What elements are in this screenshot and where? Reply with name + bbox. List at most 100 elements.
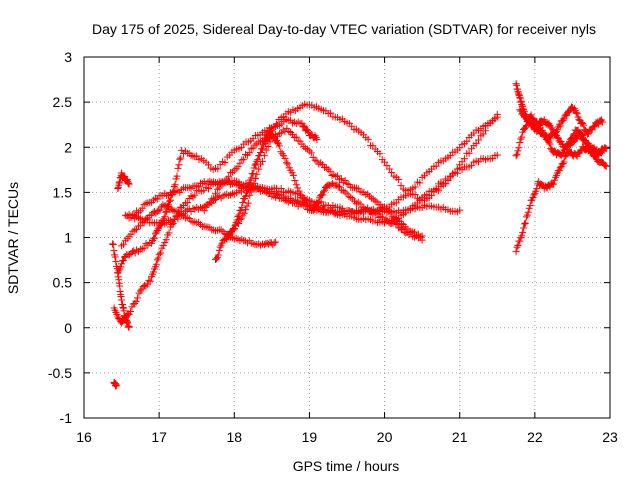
data-point <box>250 179 258 187</box>
data-point <box>131 249 139 257</box>
data-point <box>456 206 464 214</box>
data-point <box>287 128 295 136</box>
data-point <box>538 126 546 134</box>
data-point <box>266 138 274 146</box>
data-point <box>189 193 197 201</box>
x-tick-label: 21 <box>452 429 468 445</box>
data-point <box>212 255 220 263</box>
data-point <box>416 179 424 187</box>
data-point <box>195 183 203 191</box>
y-tick-label: 2.5 <box>53 94 73 110</box>
data-point <box>163 202 171 210</box>
data-point <box>223 190 231 198</box>
data-point <box>215 246 223 254</box>
x-tick-label: 19 <box>302 429 318 445</box>
data-point <box>126 307 134 315</box>
data-point <box>262 146 270 154</box>
data-point <box>264 143 272 151</box>
data-point <box>281 154 289 162</box>
y-tick-label: 1.5 <box>53 184 73 200</box>
data-point <box>290 134 298 142</box>
y-tick-label: 3 <box>64 49 72 65</box>
data-point <box>601 162 609 170</box>
data-point <box>602 162 610 170</box>
data-point <box>254 156 262 164</box>
data-point <box>587 146 595 154</box>
data-point <box>111 253 119 261</box>
data-point <box>364 135 372 143</box>
data-point <box>268 127 276 135</box>
data-point <box>240 155 248 163</box>
data-point <box>159 242 167 250</box>
data-point <box>282 159 290 167</box>
x-axis-title: GPS time / hours <box>293 458 400 474</box>
data-point <box>255 165 263 173</box>
data-point <box>155 250 163 258</box>
data-point <box>579 119 587 127</box>
data-point <box>150 268 158 276</box>
series-track-e <box>110 151 501 327</box>
data-point <box>602 144 610 152</box>
data-point <box>334 182 342 190</box>
data-point <box>310 205 318 213</box>
data-point <box>125 310 133 318</box>
data-point <box>125 180 133 188</box>
data-point <box>295 187 303 195</box>
y-tick-label: -0.5 <box>48 365 72 381</box>
data-point <box>518 232 526 240</box>
y-tick-label: -1 <box>60 410 73 426</box>
data-point <box>112 258 120 266</box>
data-point <box>576 128 584 136</box>
data-point <box>261 134 269 142</box>
data-point <box>138 204 146 212</box>
data-point <box>272 238 280 246</box>
data-point <box>292 181 300 189</box>
data-point <box>150 234 158 242</box>
data-point <box>465 149 473 157</box>
data-point <box>238 204 246 212</box>
data-point <box>125 323 133 331</box>
data-point <box>573 110 581 118</box>
data-point <box>153 195 161 203</box>
data-point <box>558 150 566 158</box>
data-point <box>277 185 285 193</box>
data-point <box>301 196 309 204</box>
y-tick-label: 1 <box>64 230 72 246</box>
data-point <box>153 256 161 264</box>
data-point <box>242 151 250 159</box>
data-point <box>136 222 144 230</box>
y-tick-label: 2 <box>64 139 72 155</box>
data-point <box>524 208 532 216</box>
data-point <box>173 172 181 180</box>
data-point <box>559 159 567 167</box>
data-point <box>550 180 558 188</box>
data-point <box>527 111 535 119</box>
data-point <box>352 184 360 192</box>
data-point <box>418 232 426 240</box>
data-point <box>200 207 208 215</box>
data-point <box>110 247 118 255</box>
data-point <box>119 240 127 248</box>
data-point <box>577 131 585 139</box>
data-point <box>242 206 250 214</box>
data-point <box>548 124 556 132</box>
data-point <box>343 180 351 188</box>
data-point <box>386 208 394 216</box>
data-point <box>140 244 148 252</box>
data-point <box>238 235 246 243</box>
data-point <box>411 183 419 191</box>
data-point <box>560 115 568 123</box>
data-point <box>155 206 163 214</box>
data-point <box>230 225 238 233</box>
data-point <box>239 211 247 219</box>
data-point <box>260 152 268 160</box>
data-point <box>142 282 150 290</box>
data-point <box>258 157 266 165</box>
data-point <box>598 147 606 155</box>
data-point <box>395 175 403 183</box>
data-point <box>213 226 221 234</box>
data-point <box>174 215 182 223</box>
data-point <box>257 241 265 249</box>
data-point <box>302 197 310 205</box>
series-track-m <box>512 143 610 256</box>
